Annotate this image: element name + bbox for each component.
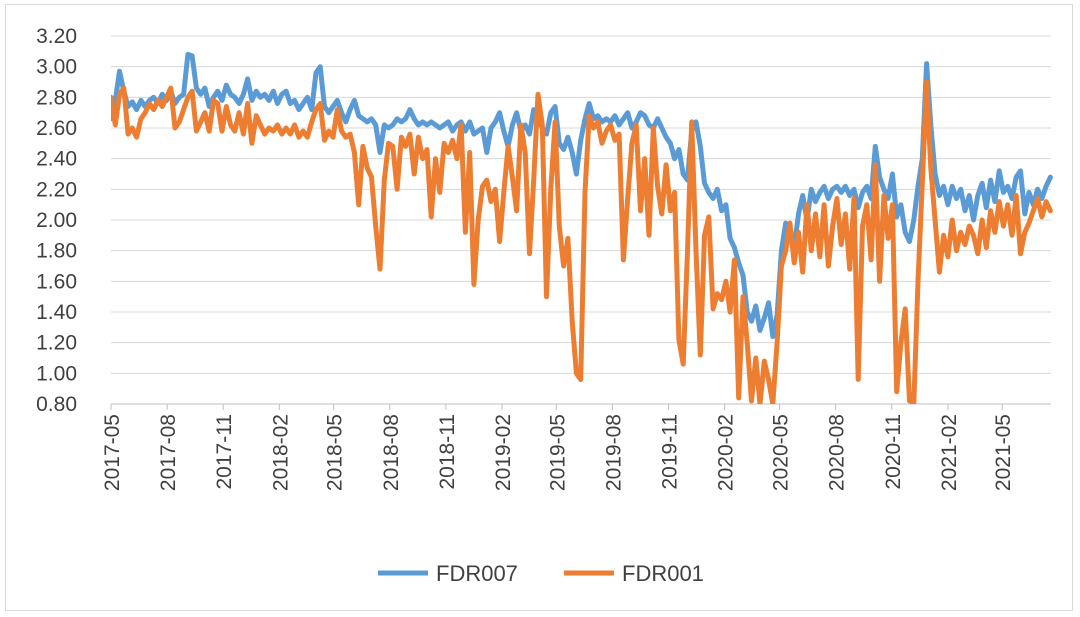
y-tick-label: 2.80 <box>36 86 77 109</box>
y-tick-label: 1.00 <box>36 362 77 385</box>
y-tick-label: 2.60 <box>36 117 77 140</box>
x-tick-label: 2020-02 <box>715 414 738 491</box>
y-tick-label: 1.60 <box>36 270 77 293</box>
x-tick-label: 2019-08 <box>602 414 625 491</box>
line-chart: 3.20 3.00 2.80 2.60 2.40 2.20 2.00 1.80 1.60 1.40… <box>36 25 1053 586</box>
series-line-fdr007 <box>111 51 1053 339</box>
x-tick-label: 2019-11 <box>659 414 682 490</box>
legend-label-fdr001: FDR001 <box>622 561 704 586</box>
x-tick-label: 2019-05 <box>546 414 569 491</box>
series-line-fdr001 <box>111 79 1053 404</box>
x-tick-label: 2020-11 <box>882 414 905 490</box>
legend-label-fdr007: FDR007 <box>436 561 518 586</box>
x-axis <box>110 403 1051 410</box>
y-tick-label: 0.80 <box>36 393 77 416</box>
x-axis-tick-labels: 2017-05 2017-08 2017-11 2018-02 2018-05 2018-… <box>101 414 1015 491</box>
x-tick-label: 2019-02 <box>492 414 515 491</box>
x-tick-label: 2017-08 <box>157 414 180 491</box>
x-tick-label: 2020-08 <box>826 414 849 491</box>
x-tick-label: 2017-11 <box>213 414 236 490</box>
y-tick-label: 1.20 <box>36 332 77 355</box>
x-tick-label: 2021-05 <box>992 414 1015 491</box>
y-tick-label: 1.40 <box>36 301 77 324</box>
x-tick-label: 2020-05 <box>770 414 793 491</box>
series-lines <box>111 51 1053 404</box>
y-tick-label: 1.80 <box>36 240 77 263</box>
y-tick-label: 3.00 <box>36 56 77 79</box>
x-tick-label: 2018-02 <box>269 414 292 491</box>
legend: FDR007 FDR001 <box>378 561 704 586</box>
x-tick-label: 2018-05 <box>324 414 347 491</box>
y-axis-tick-labels: 3.20 3.00 2.80 2.60 2.40 2.20 2.00 1.80 1.60 1.40… <box>36 25 77 416</box>
y-tick-label: 2.40 <box>36 148 77 171</box>
y-tick-label: 2.20 <box>36 178 77 201</box>
x-tick-label: 2018-08 <box>380 414 403 491</box>
y-tick-label: 2.00 <box>36 209 77 232</box>
chart-frame: 3.20 3.00 2.80 2.60 2.40 2.20 2.00 1.80 1.60 1.40… <box>5 4 1073 611</box>
x-tick-label: 2017-05 <box>101 414 124 491</box>
x-tick-label: 2021-02 <box>938 414 961 491</box>
x-tick-label: 2018-11 <box>436 414 459 490</box>
y-tick-label: 3.20 <box>36 25 77 48</box>
